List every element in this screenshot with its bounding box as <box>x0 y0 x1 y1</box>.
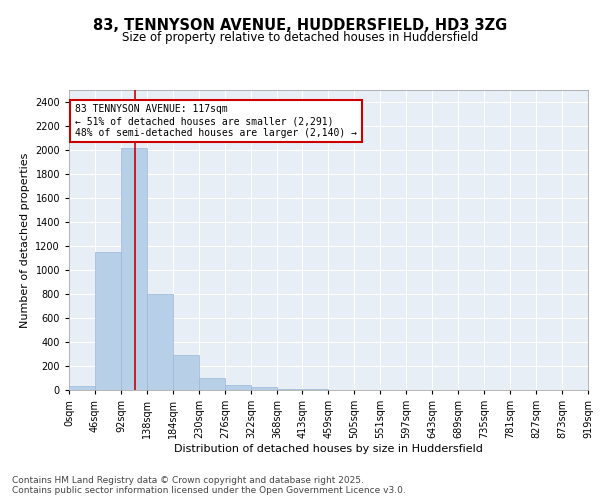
Bar <box>69 386 95 390</box>
Bar <box>277 389 302 390</box>
Bar <box>199 378 225 390</box>
Bar <box>147 294 173 390</box>
Text: 83 TENNYSON AVENUE: 117sqm
← 51% of detached houses are smaller (2,291)
48% of s: 83 TENNYSON AVENUE: 117sqm ← 51% of deta… <box>74 104 356 138</box>
Bar <box>225 384 251 390</box>
X-axis label: Distribution of detached houses by size in Huddersfield: Distribution of detached houses by size … <box>174 444 483 454</box>
Text: Contains HM Land Registry data © Crown copyright and database right 2025.
Contai: Contains HM Land Registry data © Crown c… <box>12 476 406 495</box>
Text: 83, TENNYSON AVENUE, HUDDERSFIELD, HD3 3ZG: 83, TENNYSON AVENUE, HUDDERSFIELD, HD3 3… <box>93 18 507 32</box>
Bar <box>173 355 199 390</box>
Bar <box>251 387 277 390</box>
Bar <box>95 252 121 390</box>
Text: Size of property relative to detached houses in Huddersfield: Size of property relative to detached ho… <box>122 31 478 44</box>
Y-axis label: Number of detached properties: Number of detached properties <box>20 152 29 328</box>
Bar <box>121 148 147 390</box>
